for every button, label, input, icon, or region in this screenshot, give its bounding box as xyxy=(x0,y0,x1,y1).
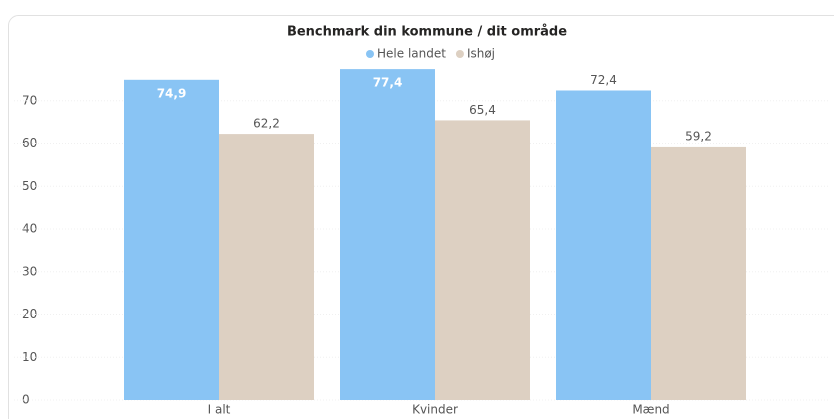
data-label: 62,2 xyxy=(253,117,280,131)
data-label: 77,4 xyxy=(373,76,403,90)
legend-label: Ishøj xyxy=(467,47,495,61)
bar xyxy=(435,120,530,400)
y-tick-label: 0 xyxy=(22,393,30,407)
legend-marker xyxy=(366,50,374,58)
data-label: 65,4 xyxy=(469,103,496,117)
bar xyxy=(651,146,746,400)
x-tick-label: Mænd xyxy=(632,403,669,417)
data-label: 59,2 xyxy=(685,129,712,143)
legend-marker xyxy=(455,50,464,58)
x-tick-label: I alt xyxy=(208,403,231,417)
chart-title: Benchmark din kommune / dit område xyxy=(287,25,567,40)
x-tick-label: Kvinder xyxy=(412,403,458,417)
bar xyxy=(124,79,219,401)
bar xyxy=(556,90,651,401)
data-label: 72,4 xyxy=(590,73,617,87)
bar xyxy=(219,134,314,400)
legend-label: Hele landet xyxy=(377,47,446,61)
bar xyxy=(340,69,435,401)
data-label: 74,9 xyxy=(157,86,187,100)
